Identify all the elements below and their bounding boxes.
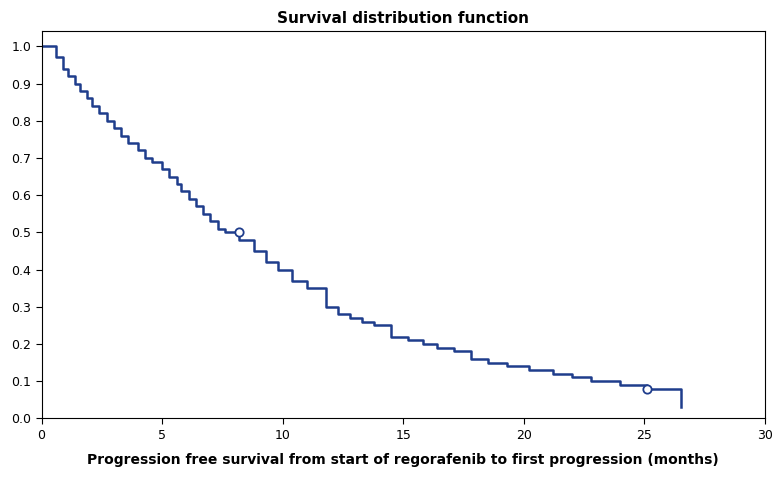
Title: Survival distribution function: Survival distribution function bbox=[278, 11, 529, 26]
X-axis label: Progression free survival from start of regorafenib to first progression (months: Progression free survival from start of … bbox=[87, 453, 719, 467]
